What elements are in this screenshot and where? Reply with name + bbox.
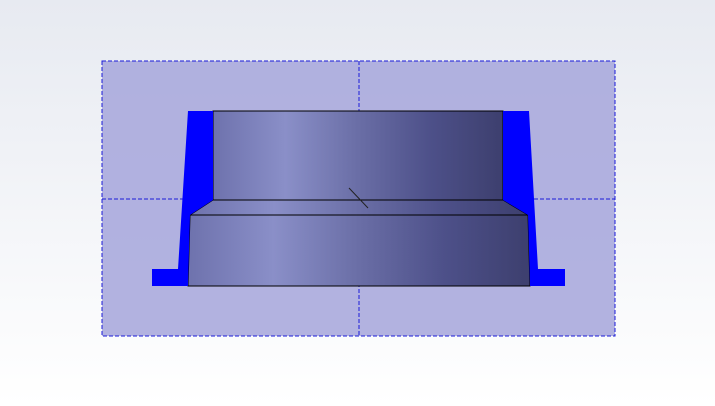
chamfer-surface: [188, 199, 530, 216]
section-face-right: [503, 111, 565, 286]
part-body[interactable]: [187, 110, 531, 287]
lower-bore-surface: [187, 214, 531, 287]
upper-bore-surface: [212, 110, 504, 201]
section-face-left: [152, 111, 213, 286]
crosshair-cursor-icon: [348, 187, 369, 209]
